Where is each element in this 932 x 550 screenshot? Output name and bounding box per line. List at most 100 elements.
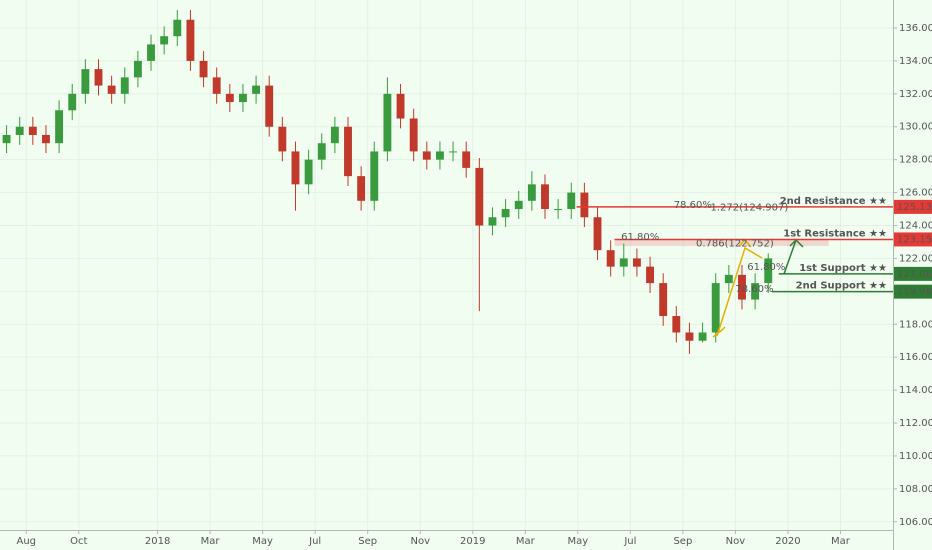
- candle-body: [685, 332, 694, 341]
- x-tick-label: Jul: [623, 536, 636, 547]
- candle-body: [541, 184, 549, 210]
- candle-body: [501, 209, 510, 218]
- x-tick-label: Mar: [516, 536, 536, 547]
- x-tick-label: Oct: [70, 536, 87, 547]
- y-tick-label: 126.000: [899, 188, 932, 199]
- candle-body: [567, 192, 576, 210]
- candle-body: [475, 167, 484, 226]
- y-tick-label: 116.000: [899, 352, 932, 363]
- x-tick-label: Aug: [16, 536, 36, 547]
- price-box: [894, 199, 932, 214]
- fib-label: 61.80%: [747, 262, 785, 273]
- candle-body: [593, 217, 602, 251]
- candle-body: [672, 316, 681, 333]
- candle-body: [711, 283, 720, 333]
- level-label: 2nd Support ★★: [796, 281, 887, 292]
- x-tick-label: May: [567, 536, 588, 547]
- price-box: [894, 232, 932, 247]
- x-tick-label: Mar: [831, 536, 851, 547]
- y-tick-label: 114.000: [899, 385, 932, 396]
- candle-body: [659, 283, 668, 317]
- x-tick-label: 2020: [775, 536, 800, 547]
- y-tick-label: 110.000: [899, 451, 932, 462]
- x-tick-label: May: [252, 536, 273, 547]
- candle-body: [317, 143, 326, 160]
- candle-body: [265, 85, 274, 127]
- x-tick-label: Sep: [673, 536, 692, 547]
- marks: [2, 9, 829, 354]
- candle-body: [15, 126, 24, 135]
- price-box: [894, 266, 932, 281]
- candle-body: [252, 85, 261, 94]
- candle-body: [239, 93, 247, 103]
- y-tick-label: 106.000: [899, 517, 932, 528]
- price-label: 119.982: [897, 287, 932, 298]
- level-label: 1st Support ★★: [799, 263, 887, 274]
- candle-body: [304, 159, 313, 185]
- candle-body: [435, 151, 444, 160]
- candle-body: [160, 36, 169, 45]
- candle-body: [396, 93, 405, 119]
- x-tick-label: Mar: [201, 536, 221, 547]
- candle-body: [291, 151, 300, 185]
- candle-body: [580, 192, 589, 218]
- target-arrow: [783, 239, 797, 275]
- x-tick-label: 2019: [460, 536, 485, 547]
- resistance-zone: [614, 239, 829, 247]
- candle-body: [186, 19, 195, 61]
- level-label: 2nd Resistance ★★: [780, 196, 887, 207]
- y-tick-label: 122.000: [899, 253, 932, 264]
- candle-body: [2, 134, 11, 144]
- x-tick-label: Jul: [308, 536, 321, 547]
- fib-label: 61.80%: [621, 232, 659, 243]
- x-tick-label: Nov: [410, 536, 430, 547]
- candle-body: [120, 77, 129, 94]
- candle-body: [554, 209, 563, 211]
- candle-body: [278, 126, 287, 152]
- candle-body: [383, 93, 392, 152]
- candle-body: [28, 126, 37, 135]
- candle-body: [42, 134, 50, 144]
- arrow-up: [712, 326, 726, 338]
- x-tick-label: Sep: [358, 536, 377, 547]
- candle-body: [212, 77, 221, 94]
- y-tick-label: 118.000: [899, 319, 932, 330]
- fib-label: 1.272(124.907): [710, 203, 788, 214]
- candle-body: [225, 93, 234, 103]
- candle-body: [738, 274, 746, 300]
- candle-body: [147, 44, 155, 61]
- candle-body: [409, 118, 418, 152]
- y-tick-label: 124.000: [899, 220, 932, 231]
- y-tick-label: 134.000: [899, 56, 932, 67]
- y-tick-label: 136.000: [899, 23, 932, 34]
- candle-body: [68, 93, 77, 111]
- candle-body: [646, 266, 654, 284]
- candle-body: [330, 126, 339, 144]
- candle-body: [698, 332, 707, 341]
- candle-body: [606, 250, 615, 267]
- fib-label: 78.60%: [735, 284, 773, 295]
- candle-body: [199, 60, 208, 78]
- candle-body: [764, 258, 773, 284]
- y-tick-label: 108.000: [899, 484, 932, 495]
- level-label: 1st Resistance ★★: [783, 228, 887, 239]
- candle-body: [357, 176, 366, 201]
- candle-body: [133, 60, 142, 78]
- candle-body: [344, 126, 352, 177]
- candle-body: [107, 85, 116, 94]
- candle-body: [514, 200, 523, 210]
- candle-body: [81, 69, 90, 94]
- candle-body: [488, 217, 497, 226]
- y-tick-label: 128.000: [899, 155, 932, 166]
- overlay: 106.000 108.000 110.000 112.000 114.000 116.0…: [16, 23, 932, 547]
- candle-body: [724, 274, 733, 284]
- candle-body: [55, 110, 64, 144]
- x-tick-label: 2018: [145, 536, 170, 547]
- price-box: [894, 284, 932, 299]
- candle-body: [751, 283, 760, 300]
- candle-body: [94, 69, 103, 86]
- y-tick-label: 112.000: [899, 418, 932, 429]
- candle-body: [370, 151, 379, 201]
